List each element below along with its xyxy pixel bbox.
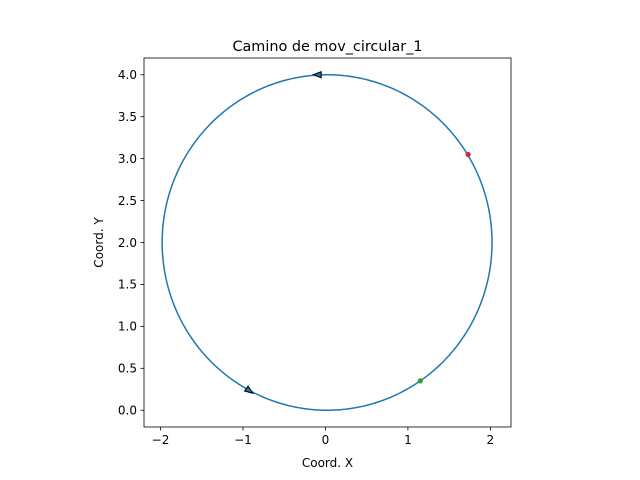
chart-title: Camino de mov_circular_1 xyxy=(232,39,422,55)
point-marker xyxy=(417,378,423,384)
x-tick-label: −1 xyxy=(234,433,252,447)
y-axis: 0.0 0.5 1.0 1.5 2.0 2.5 3.0 3.5 4.0 xyxy=(118,68,144,418)
x-tick-label: −2 xyxy=(152,433,170,447)
direction-arrow xyxy=(311,71,322,79)
point-marker xyxy=(465,151,471,158)
x-tick-label: 2 xyxy=(487,433,495,447)
y-tick-label: 2.0 xyxy=(118,236,137,250)
y-tick-label: 2.5 xyxy=(118,194,137,208)
x-tick-label: 1 xyxy=(404,433,412,447)
y-tick-label: 0.5 xyxy=(118,362,137,376)
series-line xyxy=(161,74,493,411)
y-tick-label: 0.0 xyxy=(118,404,137,418)
y-tick-label: 1.5 xyxy=(118,278,137,292)
y-tick-label: 4.0 xyxy=(118,68,137,82)
y-tick-label: 3.0 xyxy=(118,152,137,166)
x-axis-label: Coord. X xyxy=(302,456,353,470)
y-tick-label: 1.0 xyxy=(118,320,137,334)
x-tick-label: 0 xyxy=(322,433,330,447)
y-axis-label: Coord. Y xyxy=(92,217,106,268)
x-axis: −2 −1 0 1 2 xyxy=(152,427,495,447)
y-tick-label: 3.5 xyxy=(118,110,137,124)
plot-marks xyxy=(161,71,493,411)
direction-arrow xyxy=(243,385,254,395)
